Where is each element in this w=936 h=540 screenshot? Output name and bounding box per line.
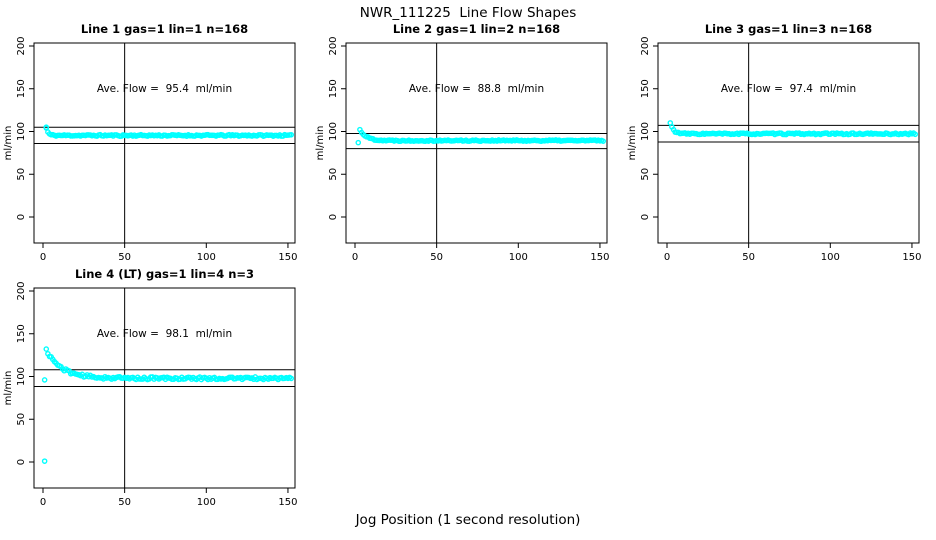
x-tick-label: 0 bbox=[40, 252, 46, 263]
panel-line4-title: Line 4 (LT) gas=1 lin=4 n=3 bbox=[74, 267, 255, 281]
x-tick-label: 150 bbox=[278, 497, 297, 508]
panel-line2-title: Line 2 gas=1 lin=2 n=168 bbox=[392, 22, 561, 36]
panel-plot-0: 0 50 100 150 0 50 100 150 200 ml/min bbox=[3, 36, 297, 263]
y-tick-label: 0 bbox=[16, 214, 27, 220]
flow-data-point bbox=[288, 131, 295, 138]
panel-line4: Line 4 (LT) gas=1 lin=4 n=3 0 50 100 150 0 50… bbox=[0, 258, 312, 530]
x-tick-label: 150 bbox=[278, 252, 297, 263]
y-tick-label: 200 bbox=[16, 36, 27, 55]
flow-data-point bbox=[41, 458, 48, 464]
panel-line2: Line 2 gas=1 lin=2 n=168 0 50 100 150 0 50 100… bbox=[312, 13, 624, 285]
x-tick-label: 100 bbox=[509, 252, 528, 263]
x-tick-label: 100 bbox=[197, 252, 216, 263]
y-axis-label: ml/min bbox=[627, 126, 638, 161]
plot-box bbox=[345, 42, 608, 244]
panel-plot-2: 0 50 100 150 0 50 100 150 200 ml/min bbox=[627, 36, 921, 263]
y-tick-label: 150 bbox=[640, 79, 651, 98]
x-tick-label: 0 bbox=[352, 252, 358, 263]
plot-box bbox=[33, 287, 296, 489]
y-tick-label: 100 bbox=[16, 367, 27, 386]
panel-line3-title: Line 3 gas=1 lin=3 n=168 bbox=[704, 22, 873, 36]
x-tick-label: 150 bbox=[902, 252, 921, 263]
panel-plot-1: 0 50 100 150 0 50 100 150 200 ml/min bbox=[315, 36, 609, 263]
y-tick-label: 50 bbox=[640, 168, 651, 181]
panel-plot-3: 0 50 100 150 0 50 100 150 200 ml/min bbox=[3, 281, 297, 508]
panel-line1-title: Line 1 gas=1 lin=1 n=168 bbox=[80, 22, 249, 36]
panel-line3-avg-flow-label: Ave. Flow = 97.4 ml/min bbox=[720, 83, 857, 95]
y-tick-label: 150 bbox=[16, 79, 27, 98]
x-tick-label: 50 bbox=[118, 252, 131, 263]
x-tick-label: 150 bbox=[590, 252, 609, 263]
plot-box bbox=[33, 42, 296, 244]
y-tick-label: 200 bbox=[328, 36, 339, 55]
plot-box bbox=[657, 42, 920, 244]
panel-line3: Line 3 gas=1 lin=3 n=168 0 50 100 150 0 50 100… bbox=[624, 13, 936, 285]
y-tick-label: 200 bbox=[640, 36, 651, 55]
panel-line2-avg-flow-label: Ave. Flow = 88.8 ml/min bbox=[408, 83, 545, 95]
figure-title: NWR_111225 Line Flow Shapes bbox=[359, 5, 577, 21]
y-tick-label: 0 bbox=[640, 214, 651, 220]
y-tick-label: 150 bbox=[16, 324, 27, 343]
x-tick-label: 100 bbox=[821, 252, 840, 263]
panel-line4-avg-flow-label: Ave. Flow = 98.1 ml/min bbox=[96, 328, 233, 340]
x-tick-label: 50 bbox=[118, 497, 131, 508]
figure-x-axis-label: Jog Position (1 second resolution) bbox=[355, 512, 581, 528]
flow-data-point bbox=[41, 377, 48, 383]
flow-data-point bbox=[355, 139, 362, 146]
y-tick-label: 150 bbox=[328, 79, 339, 98]
flow-data-point bbox=[288, 375, 295, 382]
y-tick-label: 100 bbox=[328, 122, 339, 141]
x-tick-label: 100 bbox=[197, 497, 216, 508]
y-tick-label: 50 bbox=[16, 168, 27, 181]
flow-data-point bbox=[912, 131, 919, 138]
flow-data-point bbox=[43, 124, 50, 131]
y-tick-label: 100 bbox=[16, 122, 27, 141]
x-tick-label: 0 bbox=[664, 252, 670, 263]
y-axis-label: ml/min bbox=[3, 371, 14, 406]
x-tick-label: 50 bbox=[430, 252, 443, 263]
x-tick-label: 50 bbox=[742, 252, 755, 263]
panel-line1: Line 1 gas=1 lin=1 n=168 0 50 100 150 0 50 100… bbox=[0, 13, 312, 285]
x-tick-label: 0 bbox=[40, 497, 46, 508]
panel-line1-avg-flow-label: Ave. Flow = 95.4 ml/min bbox=[96, 83, 233, 95]
y-tick-label: 100 bbox=[640, 122, 651, 141]
y-axis-label: ml/min bbox=[315, 126, 326, 161]
y-tick-label: 50 bbox=[328, 168, 339, 181]
y-tick-label: 50 bbox=[16, 413, 27, 426]
y-tick-label: 200 bbox=[16, 281, 27, 300]
y-tick-label: 0 bbox=[328, 214, 339, 220]
flow-data-point bbox=[43, 346, 50, 352]
y-axis-label: ml/min bbox=[3, 126, 14, 161]
flow-data-point bbox=[600, 138, 607, 144]
y-tick-label: 0 bbox=[16, 459, 27, 465]
